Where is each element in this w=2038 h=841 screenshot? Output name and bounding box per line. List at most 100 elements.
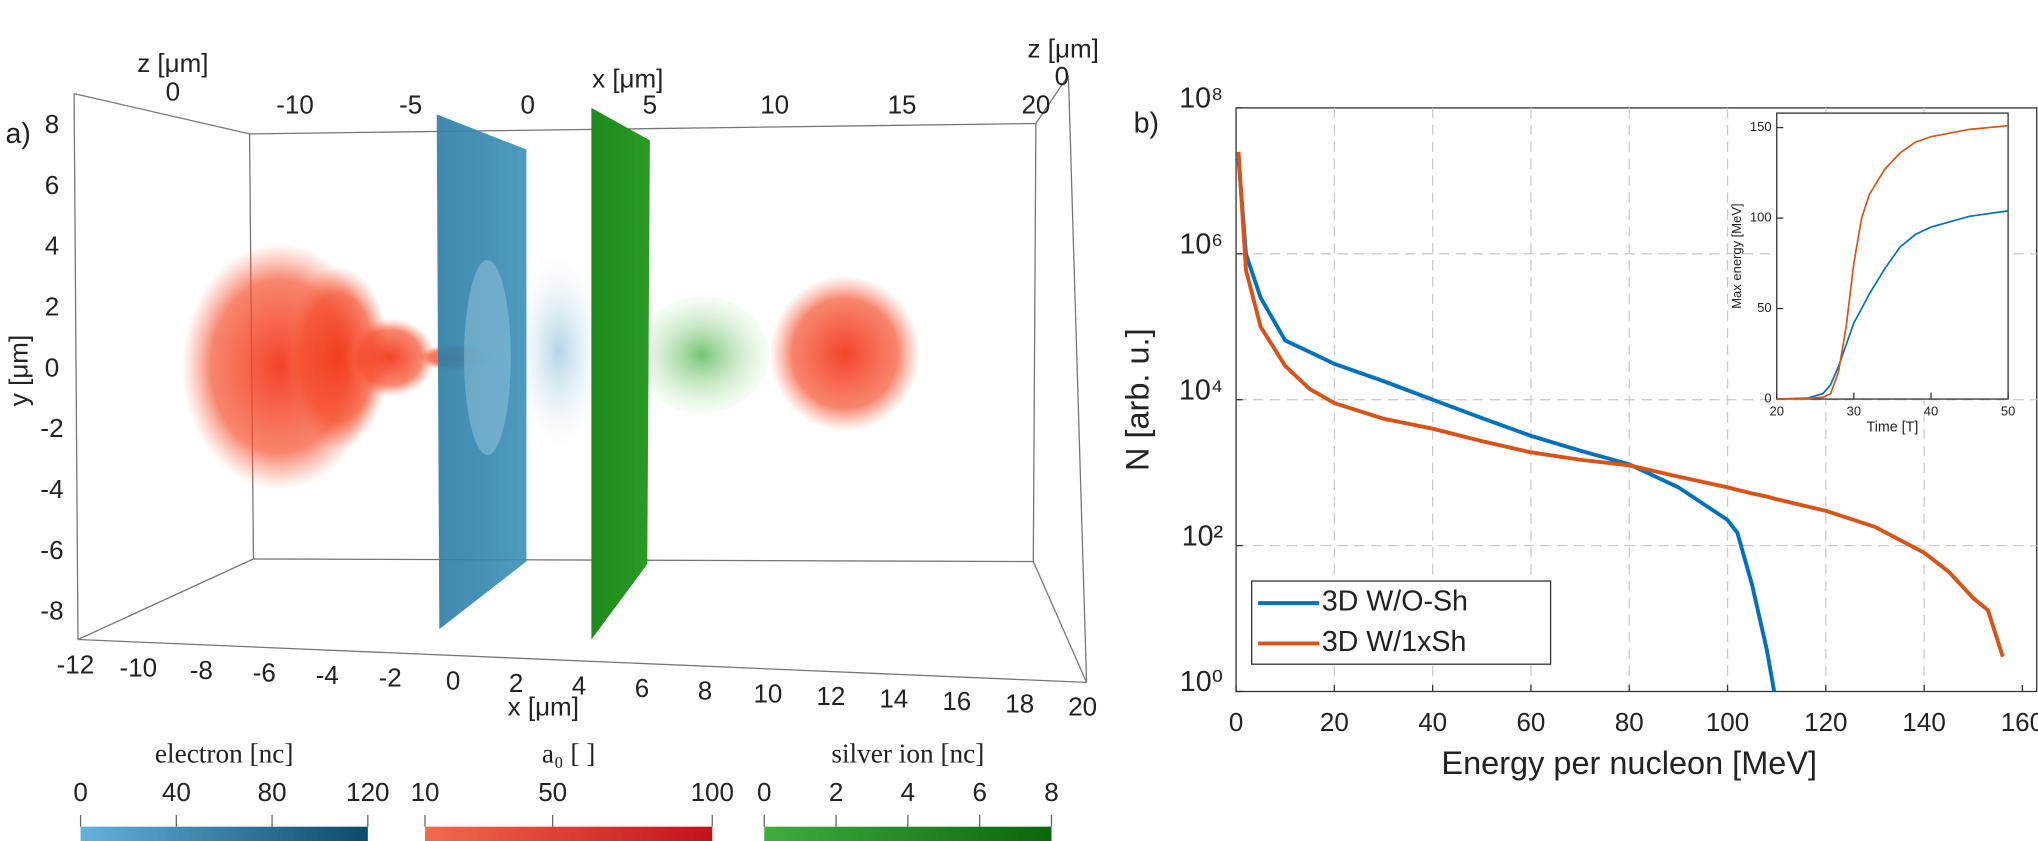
tick-label: 20 — [1021, 89, 1050, 119]
y-tick-label: 150 — [1750, 119, 1772, 134]
y-tick-label: 50 — [1757, 300, 1771, 315]
colorbar-label: a₀ [ ] — [542, 739, 595, 769]
tick-label: -8 — [190, 655, 213, 685]
x-tick-label: 140 — [1902, 707, 1945, 737]
colorbar-tick-label: 80 — [258, 777, 287, 807]
series-line — [1776, 210, 2009, 400]
colorbar-tick-label: 8 — [1044, 777, 1058, 807]
laser-pulse — [181, 243, 921, 491]
axis-label: y [μm] — [4, 335, 34, 406]
series-line — [1776, 124, 2009, 400]
tick-label: -4 — [40, 474, 63, 504]
y-tick-label: 100 — [1750, 210, 1772, 225]
colorbar-tick-label: 120 — [346, 777, 389, 807]
tick-label: 5 — [643, 89, 657, 119]
colorbar-tick-label: 6 — [972, 777, 986, 807]
pulse-blob — [344, 318, 436, 397]
tick-label: -10 — [276, 89, 314, 119]
tick-label: 18 — [1005, 689, 1034, 719]
colorbar — [764, 826, 1052, 841]
tick-label: 6 — [635, 673, 649, 703]
x-tick-label: 50 — [2001, 403, 2015, 418]
y-tick-label: 10⁶ — [1179, 229, 1223, 261]
colorbar-tick-label: 100 — [691, 777, 734, 807]
y-tick-label: 0 — [1764, 390, 1771, 405]
tick-label: 14 — [879, 683, 908, 713]
tick-label: -5 — [399, 89, 422, 119]
y-tick-label: 10⁰ — [1180, 666, 1223, 698]
tick-label: 2 — [509, 668, 523, 698]
tick-label: 16 — [942, 686, 971, 716]
x-axis-label: Energy per nucleon [MeV] — [1441, 745, 1817, 781]
electron-cloud — [513, 253, 605, 449]
x-axis-label: Time [T] — [1867, 419, 1919, 435]
colorbar — [80, 826, 368, 841]
colorbar-label: silver ion [nc] — [831, 739, 984, 769]
tick-label: 0 — [520, 89, 534, 119]
tick-label: 0 — [166, 76, 180, 106]
axis-label: x [μm] — [508, 691, 579, 721]
colorbar-tick-label: 0 — [757, 777, 771, 807]
tick-label: 2 — [45, 291, 59, 321]
colorbar — [425, 826, 713, 841]
colorbar-tick-label: 40 — [162, 777, 191, 807]
ion-cloud — [634, 296, 770, 414]
x-tick-label: 120 — [1804, 707, 1847, 737]
colorbar-tick-label: 2 — [829, 777, 843, 807]
x-tick-label: 30 — [1847, 403, 1861, 418]
colorbar-tick-label: 10 — [411, 777, 440, 807]
series-line — [1236, 151, 2005, 658]
pulse-blob — [769, 275, 921, 432]
panel-label: a) — [5, 118, 30, 150]
legend-label: 3D W/O-Sh — [1322, 586, 1468, 618]
colorbar-tick-label: 0 — [73, 777, 87, 807]
x-tick-label: 20 — [1320, 707, 1349, 737]
x-tick-label: 0 — [1229, 707, 1243, 737]
tick-label: -2 — [40, 413, 63, 443]
legend-box — [1251, 580, 1552, 665]
y-tick-label: 10⁴ — [1179, 374, 1223, 406]
plot-area — [1776, 112, 2009, 400]
tick-label: -10 — [120, 652, 158, 682]
y-axis-label: Max energy [MeV] — [1729, 203, 1744, 308]
target-hole — [464, 259, 511, 455]
tick-label: -2 — [379, 663, 402, 693]
x-tick-label: 60 — [1516, 707, 1545, 737]
colorbar-label: electron [nc] — [155, 739, 294, 769]
tick-label: 0 — [1055, 61, 1069, 91]
tick-label: 10 — [760, 89, 789, 119]
x-tick-label: 160 — [2001, 707, 2038, 737]
tick-label: 0 — [446, 665, 460, 695]
y-tick-label: 10² — [1182, 520, 1223, 552]
tick-label: 8 — [45, 109, 59, 139]
colorbar-tick-label: 50 — [538, 777, 567, 807]
tick-label: 15 — [888, 89, 917, 119]
legend-label: 3D W/1xSh — [1322, 626, 1467, 658]
x-tick-label: 20 — [1770, 403, 1784, 418]
y-axis-label: N [arb. u.] — [1119, 328, 1155, 471]
series-line — [1236, 158, 1777, 692]
pulse-blob — [285, 266, 390, 449]
x-tick-label: 100 — [1706, 707, 1749, 737]
ion-target — [591, 107, 650, 640]
tick-label: 20 — [1068, 691, 1097, 721]
x-tick-label: 80 — [1615, 707, 1644, 737]
tick-label: 8 — [698, 676, 712, 706]
tick-label: -4 — [316, 660, 339, 690]
colorbar-tick-label: 4 — [901, 777, 915, 807]
tick-label: 4 — [45, 231, 59, 261]
tick-label: -8 — [40, 596, 63, 626]
y-tick-label: 10⁸ — [1179, 83, 1223, 115]
tick-label: 10 — [753, 678, 782, 708]
axis-label: z [μm] — [137, 48, 208, 78]
x-tick-label: 40 — [1418, 707, 1447, 737]
tick-label: -6 — [40, 535, 63, 565]
tick-label: 4 — [572, 670, 586, 700]
axis-label: x [μm] — [592, 63, 663, 93]
tick-label: 0 — [45, 352, 59, 382]
tick-label: 6 — [45, 170, 59, 200]
panel-label: b) — [1134, 107, 1159, 139]
tick-label: -12 — [57, 650, 95, 680]
